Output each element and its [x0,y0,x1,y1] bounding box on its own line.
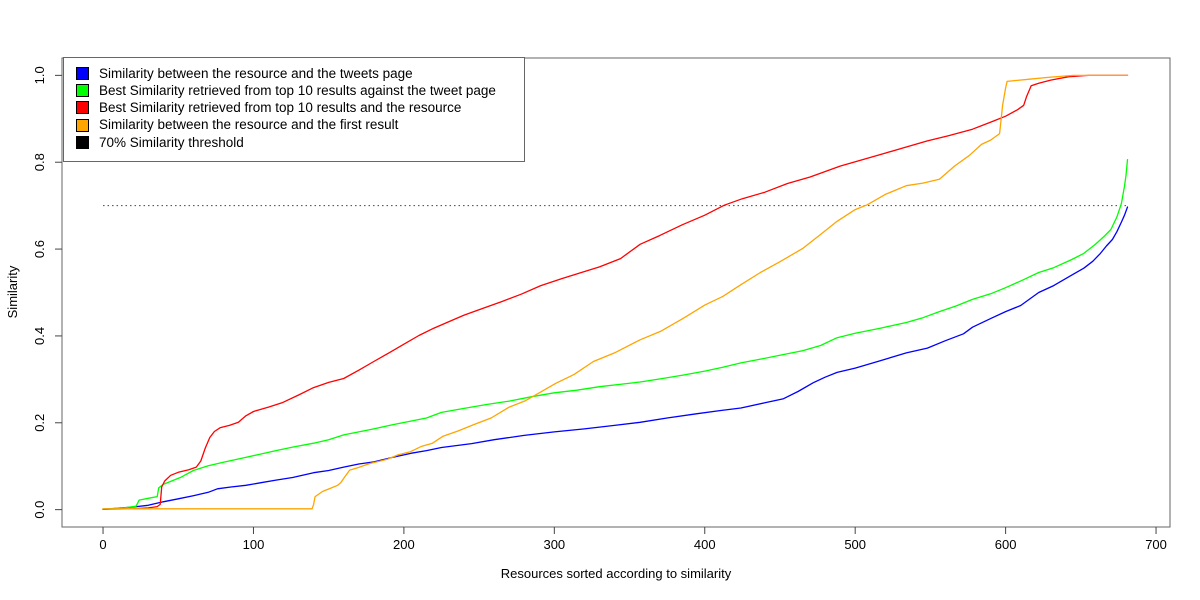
y-tick-label: 0.6 [32,240,47,258]
x-tick-label: 100 [243,537,265,552]
x-axis-title: Resources sorted according to similarity [501,566,732,581]
legend-label: Best Similarity retrieved from top 10 re… [99,100,462,116]
y-tick-label: 0.4 [32,327,47,345]
series-line-1 [102,158,1129,510]
legend-item: Similarity between the resource and the … [76,65,524,82]
legend-item: Best Similarity retrieved from top 10 re… [76,82,524,99]
x-tick-label: 500 [844,537,866,552]
legend-item: Similarity between the resource and the … [76,117,524,134]
y-axis-title: Similarity [5,265,20,318]
series-line-3 [102,74,1129,510]
plot-box [61,57,1171,528]
legend-label: Similarity between the resource and the … [99,117,399,133]
series-line-2 [102,74,1129,510]
x-tick-label: 200 [393,537,415,552]
x-tick-label: 300 [543,537,565,552]
y-tick-label: 0.0 [32,501,47,519]
legend-swatch [76,101,89,115]
legend-box: Similarity between the resource and the … [63,57,525,162]
legend-swatch [76,67,89,81]
y-tick-label: 0.2 [32,414,47,432]
legend-label: Best Similarity retrieved from top 10 re… [99,83,496,99]
x-tick-label: 400 [694,537,716,552]
legend-label: Similarity between the resource and the … [99,65,413,81]
legend-item: 70% Similarity threshold [76,134,524,151]
legend-swatch [76,84,89,98]
legend-item: Best Similarity retrieved from top 10 re… [76,99,524,116]
series-line-0 [102,206,1129,510]
plot-area: 0 100 200 300 400 500 600 700 0.0 0.2 0.4 0.6 0.8 1.0 [32,57,1171,552]
x-tick-label: 700 [1145,537,1167,552]
y-tick-label: 0.8 [32,153,47,171]
x-tick-label: 0 [99,537,106,552]
legend-swatch [76,118,89,132]
legend-label: 70% Similarity threshold [99,134,244,150]
legend-swatch [76,135,89,149]
y-tick-label: 1.0 [32,66,47,84]
x-tick-label: 600 [995,537,1017,552]
